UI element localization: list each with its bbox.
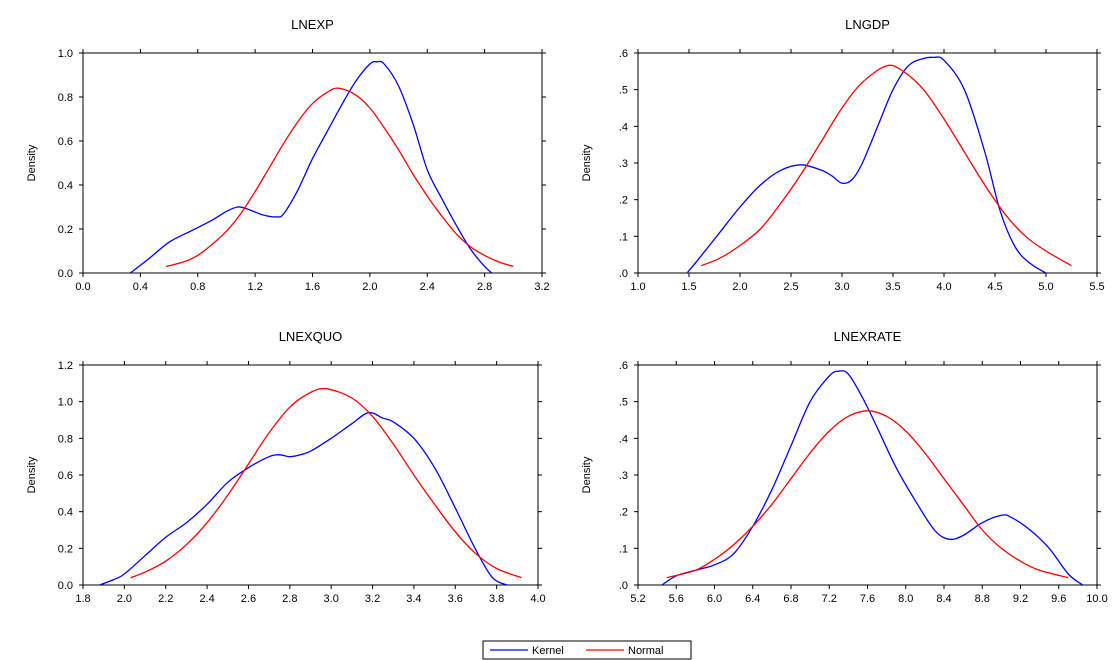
y-tick-label: 0.4 [58,180,73,192]
y-tick-label: 1.2 [58,360,73,372]
series-line-kernel [686,56,1047,274]
x-tick-label: 4.5 [987,281,1002,293]
x-tick-label: 8.0 [898,593,913,605]
x-tick-label: 3.0 [324,593,339,605]
x-tick-label: 3.4 [406,593,421,605]
y-axis-label: Density [581,456,593,493]
x-tick-label: 8.4 [936,593,951,605]
x-tick-label: 5.0 [1038,281,1053,293]
x-tick-label: 9.6 [1051,593,1066,605]
x-tick-label: 1.6 [305,281,320,293]
x-tick-label: 2.4 [420,281,435,293]
y-tick-label: 0.4 [58,507,73,519]
series-line-normal [700,64,1072,267]
x-tick-label: 6.0 [707,593,722,605]
chart-panel-lnexp: LNEXP Density 0.0 0.4 0.8 1.2 1.6 2.0 2.4 2.8 3.2 0… [26,17,550,293]
chart-title: LNGDP [845,17,890,32]
x-tick-label: 2.8 [282,593,297,605]
y-tick-label: .0 [619,580,628,592]
x-tick-label: 2.0 [362,281,377,293]
legend: Kernel Normal [482,640,692,660]
y-tick-label: 0.6 [58,136,73,148]
x-tick-label: 4.0 [936,281,951,293]
x-tick-label: 2.0 [117,593,132,605]
legend-label-normal: Normal [628,645,663,657]
x-tick-label: 1.2 [247,281,262,293]
x-tick-label: 0.8 [190,281,205,293]
x-tick-label: 2.2 [158,593,173,605]
chart-panel-lnexquo: LNEXQUO Density 1.8 2.0 2.2 2.4 2.6 2.8 3.0 3.2 3.… [26,329,546,605]
x-tick-label: 0.0 [75,281,90,293]
y-tick-label: .3 [619,158,628,170]
plot-frame [637,364,1098,586]
x-tick-label: 2.6 [241,593,256,605]
chart-panel-lngdp: LNGDP Density 1.0 1.5 2.0 2.5 3.0 3.5 4.0 4.5 5.0 5… [581,17,1105,293]
x-tick-label: 3.5 [885,281,900,293]
y-tick-label: 0.0 [58,580,73,592]
plot-frame [82,364,539,586]
x-tick-label: 2.0 [732,281,747,293]
chart-title: LNEXQUO [279,329,343,344]
x-tick-label: 1.0 [630,281,645,293]
series-line-normal [666,410,1069,579]
x-tick-label: 5.6 [669,593,684,605]
series-line-kernel [661,370,1084,586]
x-tick-label: 1.5 [681,281,696,293]
series-line-kernel [129,60,493,274]
y-tick-label: .5 [619,85,628,97]
x-tick-label: 5.5 [1089,281,1104,293]
y-tick-label: .3 [619,470,628,482]
x-tick-label: 7.6 [860,593,875,605]
y-tick-label: .5 [619,397,628,409]
plot-frame [637,52,1098,274]
x-tick-label: 2.4 [199,593,214,605]
x-tick-label: 6.8 [783,593,798,605]
x-tick-label: 4.0 [530,593,545,605]
x-tick-label: 3.6 [448,593,463,605]
series-line-normal [166,87,514,268]
x-tick-label: 2.5 [783,281,798,293]
y-tick-label: 0.0 [58,268,73,280]
x-tick-label: 3.0 [834,281,849,293]
x-tick-label: 0.4 [133,281,148,293]
y-axis-label: Density [26,456,38,493]
y-tick-label: 0.2 [58,224,73,236]
x-tick-label: 2.8 [477,281,492,293]
series-line-normal [130,387,522,579]
x-tick-label: 3.8 [489,593,504,605]
y-tick-label: .2 [619,507,628,519]
y-axis-label: Density [26,144,38,181]
y-tick-label: .1 [619,543,628,555]
y-tick-label: 0.2 [58,543,73,555]
x-tick-label: 5.2 [630,593,645,605]
legend-label-kernel: Kernel [532,645,564,657]
x-tick-label: 7.2 [822,593,837,605]
y-tick-label: 0.8 [58,433,73,445]
y-tick-label: 1.0 [58,397,73,409]
chart-title: LNEXP [291,17,334,32]
y-tick-label: .6 [619,360,628,372]
y-tick-label: .2 [619,195,628,207]
series-line-kernel [99,411,508,586]
y-tick-label: .0 [619,268,628,280]
x-tick-label: 6.4 [745,593,760,605]
chart-title: LNEXRATE [834,329,902,344]
x-tick-label: 3.2 [365,593,380,605]
y-tick-label: .4 [619,121,628,133]
y-tick-label: 1.0 [58,48,73,60]
x-tick-label: 10.0 [1086,593,1107,605]
y-tick-label: .1 [619,231,628,243]
x-tick-label: 1.8 [75,593,90,605]
y-tick-label: .6 [619,48,628,60]
y-tick-label: 0.6 [58,470,73,482]
y-tick-label: .4 [619,433,628,445]
x-tick-label: 3.2 [534,281,549,293]
chart-panel-lnexrate: LNEXRATE Density 5.2 5.6 6.0 6.4 6.8 7.2 7.6 8.0 8… [581,329,1108,605]
x-tick-label: 8.8 [975,593,990,605]
plot-frame [82,52,543,274]
y-axis-label: Density [581,144,593,181]
x-tick-label: 9.2 [1013,593,1028,605]
y-tick-label: 0.8 [58,92,73,104]
